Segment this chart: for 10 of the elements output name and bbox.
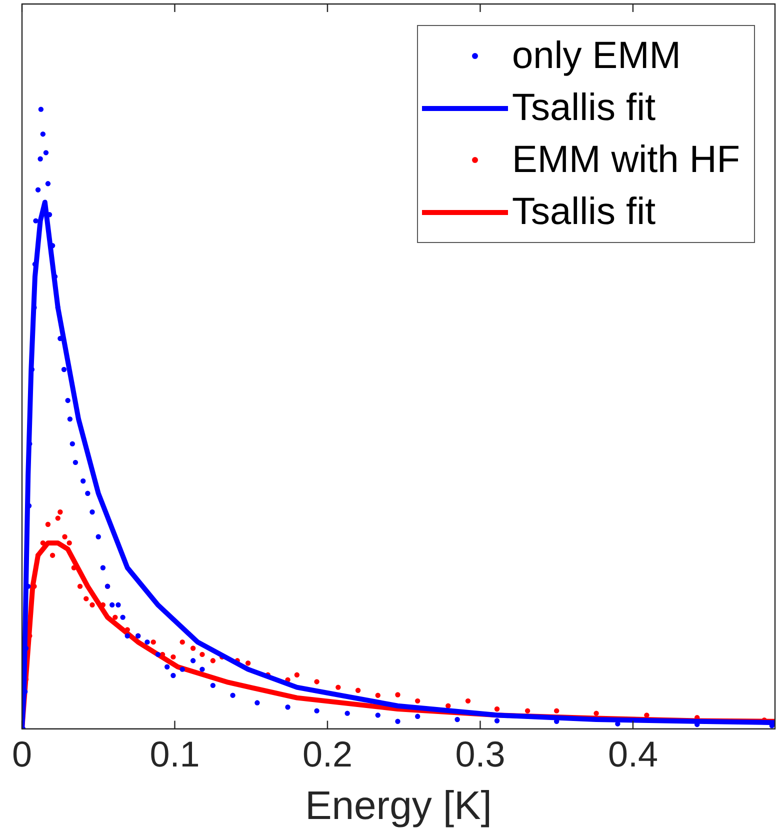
legend-label: only EMM (512, 34, 681, 79)
x-tick-label: 0.2 (302, 733, 352, 774)
x-tick-label: 0.4 (608, 733, 658, 774)
x-axis-title: Energy [K] (305, 784, 492, 828)
x-tick-label: 0.3 (455, 733, 506, 774)
legend-label: Tsallis fit (512, 190, 656, 235)
legend-label: EMM with HF (512, 138, 740, 183)
x-tick-label: 0.1 (150, 733, 200, 774)
legend-label: Tsallis fit (512, 86, 656, 131)
x-tick-label: 0 (12, 733, 32, 774)
